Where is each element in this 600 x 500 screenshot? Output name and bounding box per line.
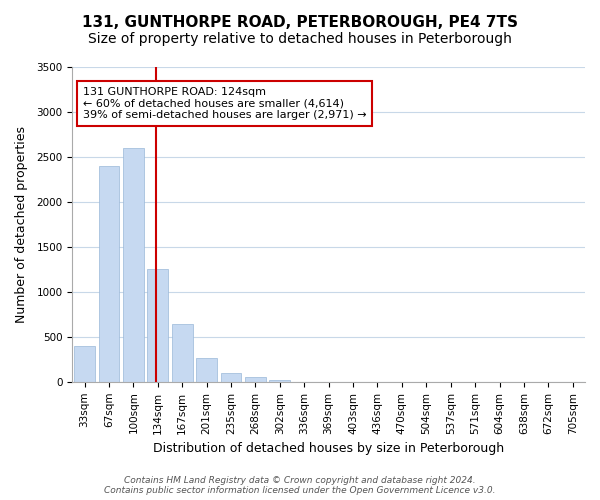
Bar: [148, 269, 168, 382]
Text: Size of property relative to detached houses in Peterborough: Size of property relative to detached ho…: [88, 32, 512, 46]
X-axis label: Distribution of detached houses by size in Peterborough: Distribution of detached houses by size …: [153, 442, 504, 455]
Text: 131, GUNTHORPE ROAD, PETERBOROUGH, PE4 7TS: 131, GUNTHORPE ROAD, PETERBOROUGH, PE4 7…: [82, 15, 518, 30]
Bar: [98, 166, 119, 382]
Bar: [245, 378, 266, 382]
Y-axis label: Number of detached properties: Number of detached properties: [15, 126, 28, 322]
Bar: [172, 324, 193, 382]
Bar: [123, 148, 144, 382]
Text: 131 GUNTHORPE ROAD: 124sqm
← 60% of detached houses are smaller (4,614)
39% of s: 131 GUNTHORPE ROAD: 124sqm ← 60% of deta…: [83, 87, 366, 120]
Bar: [221, 373, 241, 382]
Bar: [269, 380, 290, 382]
Text: Contains HM Land Registry data © Crown copyright and database right 2024.
Contai: Contains HM Land Registry data © Crown c…: [104, 476, 496, 495]
Bar: [196, 358, 217, 382]
Bar: [74, 346, 95, 382]
